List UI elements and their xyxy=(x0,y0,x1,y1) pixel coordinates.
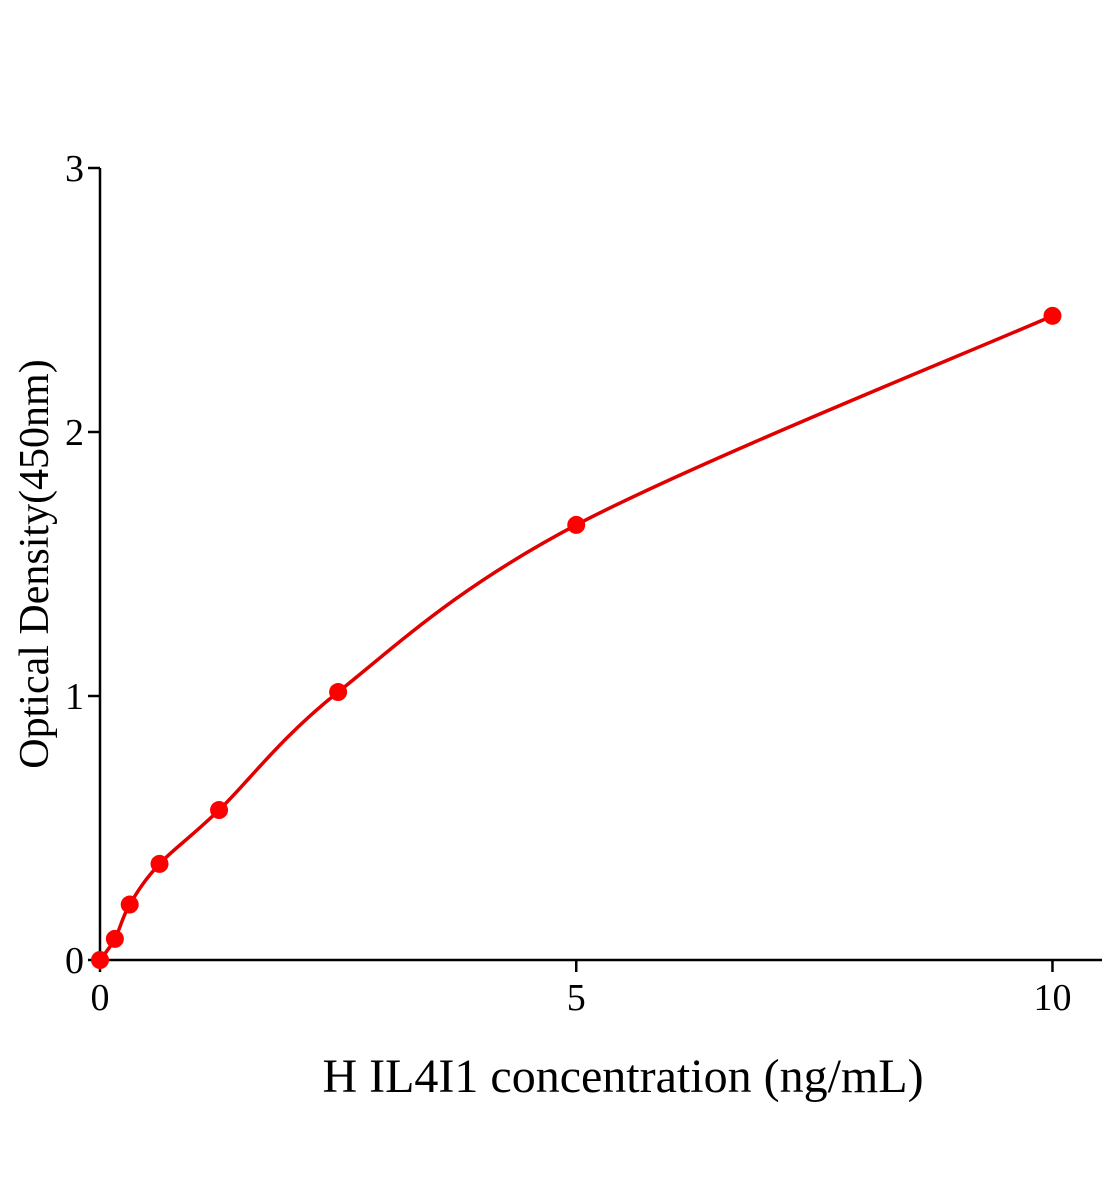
data-point xyxy=(329,683,348,702)
x-tick-label: 0 xyxy=(91,977,110,1019)
y-tick-label: 2 xyxy=(65,412,84,454)
y-tick-label: 1 xyxy=(65,676,84,718)
x-tick-label: 5 xyxy=(567,977,586,1019)
y-tick-label: 0 xyxy=(65,940,84,982)
fit-curve xyxy=(98,314,1054,962)
data-point xyxy=(150,854,169,873)
x-tick-label: 10 xyxy=(1033,977,1071,1019)
data-point xyxy=(567,515,586,534)
data-point xyxy=(210,801,229,820)
data-point xyxy=(105,929,124,948)
y-tick-label: 3 xyxy=(65,148,84,190)
y-axis-label: Optical Density(450nm) xyxy=(12,359,58,768)
x-axis-label: H IL4I1 concentration (ng/mL) xyxy=(322,1050,923,1103)
data-point xyxy=(91,951,109,969)
data-point xyxy=(1043,306,1062,325)
data-point xyxy=(120,895,139,914)
